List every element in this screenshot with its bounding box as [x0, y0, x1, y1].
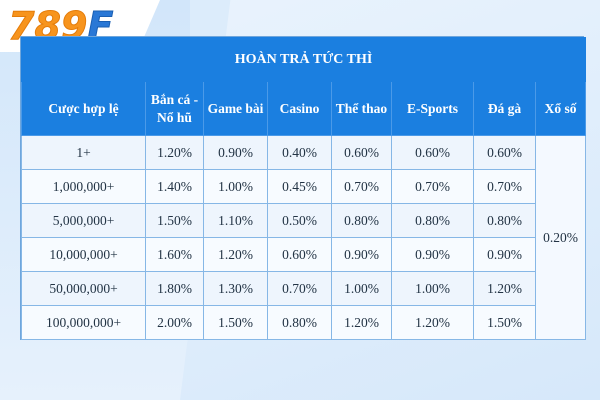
table-cell: 100,000,000+ — [21, 305, 146, 340]
rebate-table-container: HOÀN TRẢ TỨC THÌ Cược hợp lệ Bắn cá - Nổ… — [20, 36, 587, 340]
table-title: HOÀN TRẢ TỨC THÌ — [20, 37, 587, 82]
table-header-row: Cược hợp lệ Bắn cá - Nổ hũ Game bài Casi… — [21, 81, 587, 136]
table-cell: 0.80% — [391, 203, 474, 238]
table-cell: 0.50% — [267, 203, 332, 238]
table-cell: 5,000,000+ — [21, 203, 146, 238]
column-header: Game bài — [203, 81, 268, 136]
table-cell: 1.50% — [203, 305, 268, 340]
table-cell: 10,000,000+ — [21, 237, 146, 272]
table-cell: 1.00% — [331, 271, 392, 306]
table-cell: 0.60% — [391, 135, 474, 170]
column-header: Đá gà — [473, 81, 536, 136]
table-cell: 0.60% — [473, 135, 536, 170]
table-cell: 0.60% — [267, 237, 332, 272]
table-cell: 0.90% — [331, 237, 392, 272]
table-cell: 1+ — [21, 135, 146, 170]
table-row: 50,000,000+ 1.80% 1.30% 0.70% 1.00% 1.00… — [21, 271, 586, 306]
table-cell: 1.10% — [203, 203, 268, 238]
table-cell: 0.70% — [473, 169, 536, 204]
table-cell: 0.60% — [331, 135, 392, 170]
table-cell: 0.80% — [331, 203, 392, 238]
table-cell: 0.70% — [391, 169, 474, 204]
table-row: 10,000,000+ 1.60% 1.20% 0.60% 0.90% 0.90… — [21, 237, 586, 272]
table-cell: 50,000,000+ — [21, 271, 146, 306]
table-row: 100,000,000+ 2.00% 1.50% 0.80% 1.20% 1.2… — [21, 305, 586, 340]
column-header: Thể thao — [331, 81, 392, 136]
table-cell: 1.00% — [203, 169, 268, 204]
table-cell: 1.20% — [473, 271, 536, 306]
table-cell: 0.40% — [267, 135, 332, 170]
column-header: Xổ số — [534, 81, 587, 136]
table-cell: 1.20% — [145, 135, 204, 170]
table-cell: 1.20% — [331, 305, 392, 340]
table-cell: 1.30% — [203, 271, 268, 306]
column-header: E-Sports — [391, 81, 474, 136]
table-cell: 1.20% — [203, 237, 268, 272]
column-header: Cược hợp lệ — [21, 81, 146, 136]
table-cell: 1.00% — [391, 271, 474, 306]
table-cell: 2.00% — [145, 305, 204, 340]
table-cell: 1.60% — [145, 237, 204, 272]
rebate-table: HOÀN TRẢ TỨC THÌ Cược hợp lệ Bắn cá - Nổ… — [20, 37, 587, 340]
table-cell: 1.50% — [145, 203, 204, 238]
table-cell: 1.20% — [391, 305, 474, 340]
table-cell: 0.90% — [473, 237, 536, 272]
table-cell: 0.90% — [203, 135, 268, 170]
column-header: Bắn cá - Nổ hũ — [145, 81, 204, 136]
lottery-rate-cell: 0.20% — [534, 135, 587, 340]
table-cell: 0.80% — [473, 203, 536, 238]
table-cell: 0.70% — [331, 169, 392, 204]
table-cell: 0.70% — [267, 271, 332, 306]
table-cell: 0.90% — [391, 237, 474, 272]
table-row: 1+ 1.20% 0.90% 0.40% 0.60% 0.60% 0.60% 0… — [21, 135, 587, 340]
table-cell: 1.40% — [145, 169, 204, 204]
table-cell: 1.50% — [473, 305, 536, 340]
table-cell: 0.45% — [267, 169, 332, 204]
column-header: Casino — [267, 81, 332, 136]
table-cell: 1,000,000+ — [21, 169, 146, 204]
table-row: 1,000,000+ 1.40% 1.00% 0.45% 0.70% 0.70%… — [21, 169, 586, 204]
table-cell: 0.80% — [267, 305, 332, 340]
table-row: 5,000,000+ 1.50% 1.10% 0.50% 0.80% 0.80%… — [21, 203, 586, 238]
table-cell: 1.80% — [145, 271, 204, 306]
